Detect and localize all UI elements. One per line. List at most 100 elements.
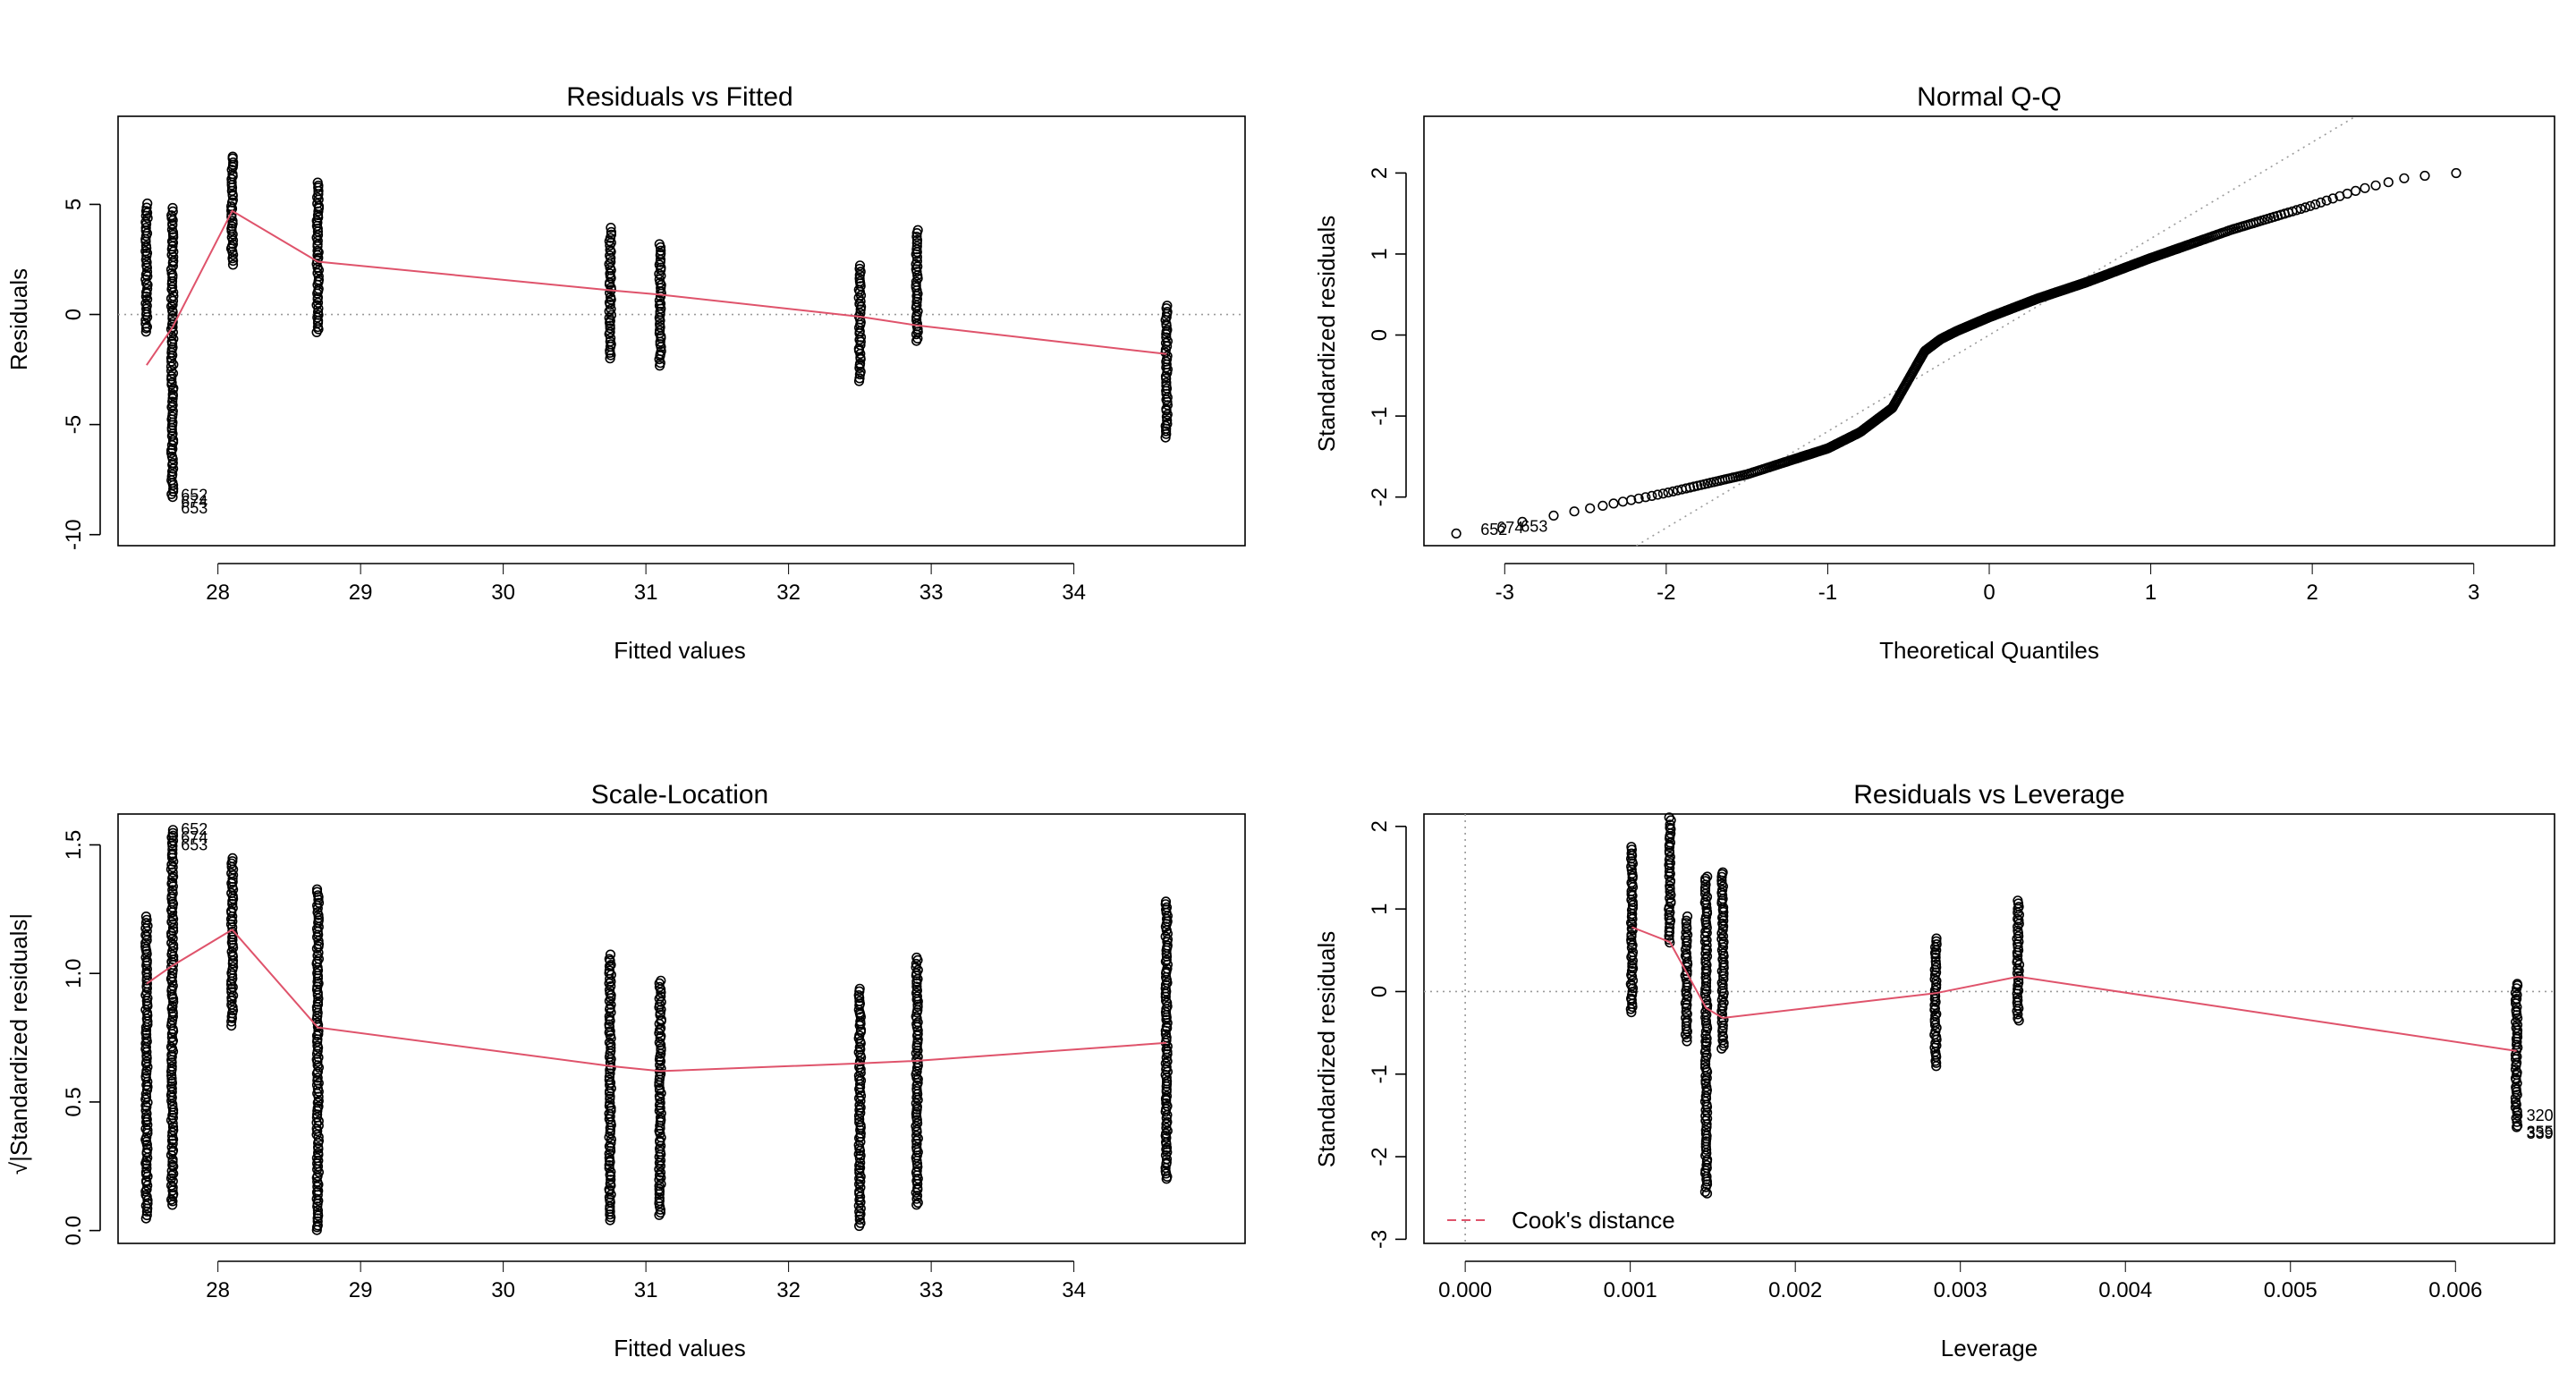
data-point — [854, 996, 865, 1006]
data-point — [1162, 934, 1174, 945]
data-point — [167, 400, 178, 411]
data-point — [312, 1205, 324, 1216]
data-point — [656, 991, 666, 1002]
x-axis-label: Theoretical Quantiles — [1879, 637, 2099, 664]
data-point — [606, 303, 616, 315]
data-point — [1161, 1090, 1173, 1101]
data-point — [912, 1073, 923, 1084]
data-point — [1682, 969, 1692, 980]
data-point — [1161, 377, 1172, 388]
data-point — [656, 1014, 666, 1025]
data-point — [312, 322, 324, 333]
data-point — [313, 1148, 324, 1158]
data-point — [167, 206, 178, 216]
data-point — [606, 1138, 616, 1149]
plot-frame — [117, 115, 1246, 547]
data-point — [654, 1037, 665, 1048]
data-point — [2399, 173, 2410, 183]
data-point — [1585, 503, 1596, 513]
data-point — [605, 1026, 615, 1037]
data-point — [854, 358, 866, 369]
data-point — [142, 284, 153, 294]
x-tick-label: 32 — [776, 1278, 801, 1302]
x-tick-label: 34 — [1062, 1278, 1086, 1302]
data-point — [912, 1183, 923, 1193]
data-point — [2292, 205, 2302, 216]
data-point — [605, 327, 615, 337]
data-point — [1716, 885, 1728, 895]
data-point — [854, 260, 866, 271]
data-point — [312, 1220, 323, 1231]
data-point — [227, 169, 238, 180]
data-point — [1161, 1157, 1172, 1168]
data-point — [656, 975, 666, 986]
data-point — [606, 1175, 616, 1185]
data-point — [2512, 993, 2522, 1005]
data-point — [2370, 180, 2381, 191]
data-point — [140, 941, 151, 952]
data-point — [312, 239, 323, 250]
smoother-line — [146, 929, 1167, 1073]
data-point — [911, 234, 923, 246]
x-axis-label: Fitted values — [614, 637, 745, 664]
y-tick-label: -5 — [62, 415, 86, 434]
data-point — [311, 1187, 323, 1198]
data-point — [1162, 940, 1173, 951]
data-point — [654, 1175, 665, 1185]
data-point — [912, 1029, 923, 1039]
data-point — [2300, 202, 2311, 213]
x-tick-label: 28 — [206, 1278, 230, 1302]
data-point — [1160, 420, 1171, 431]
data-point — [227, 1005, 239, 1016]
data-point — [2012, 1013, 2023, 1023]
data-point — [1931, 980, 1942, 990]
data-point — [1161, 1035, 1172, 1046]
data-point — [606, 223, 616, 233]
data-point — [654, 981, 665, 992]
data-point — [227, 856, 238, 867]
data-point — [312, 177, 323, 188]
data-point — [656, 248, 666, 259]
data-point — [1930, 952, 1941, 963]
data-point — [2012, 954, 2023, 965]
x-tick-label: 3 — [2468, 581, 2479, 605]
data-point — [1665, 852, 1675, 862]
data-point — [1160, 931, 1171, 942]
data-point — [1162, 415, 1173, 426]
data-point — [2310, 199, 2321, 210]
data-point — [167, 848, 178, 859]
data-point — [2327, 193, 2338, 204]
data-point — [140, 223, 151, 233]
data-point — [228, 157, 239, 168]
plot-frame — [117, 813, 1246, 1244]
y-axis-label: Standardized residuals — [1313, 216, 1340, 453]
data-point — [1664, 922, 1675, 933]
data-point — [2012, 995, 2023, 1005]
data-point — [1161, 1076, 1173, 1087]
data-point — [1701, 1148, 1712, 1158]
data-point — [167, 919, 179, 929]
data-point — [911, 1130, 922, 1141]
x-tick-label: 0.004 — [2098, 1278, 2152, 1302]
data-point — [1699, 882, 1711, 894]
data-point — [1682, 911, 1693, 922]
data-point — [854, 1167, 865, 1178]
data-point — [1161, 332, 1172, 343]
data-point — [1652, 489, 1663, 500]
residuals-vs-leverage-panel: Residuals vs Leverage Leverage Standardi… — [1313, 780, 2555, 1361]
data-point — [142, 198, 153, 209]
data-point — [227, 259, 239, 270]
x-tick-label: 29 — [349, 1278, 373, 1302]
data-point — [2013, 977, 2024, 988]
data-point — [1617, 496, 1628, 507]
data-point — [1682, 1036, 1692, 1047]
x-tick-label: 0.005 — [2264, 1278, 2318, 1302]
observation-label: 653 — [1521, 517, 1547, 535]
y-tick-label: 2 — [1368, 820, 1392, 832]
data-point — [141, 1192, 152, 1202]
data-point — [911, 1011, 921, 1022]
data-point — [227, 239, 238, 250]
x-tick-label: 0.003 — [1934, 1278, 1987, 1302]
data-point — [1929, 1014, 1940, 1025]
data-point — [226, 201, 237, 212]
